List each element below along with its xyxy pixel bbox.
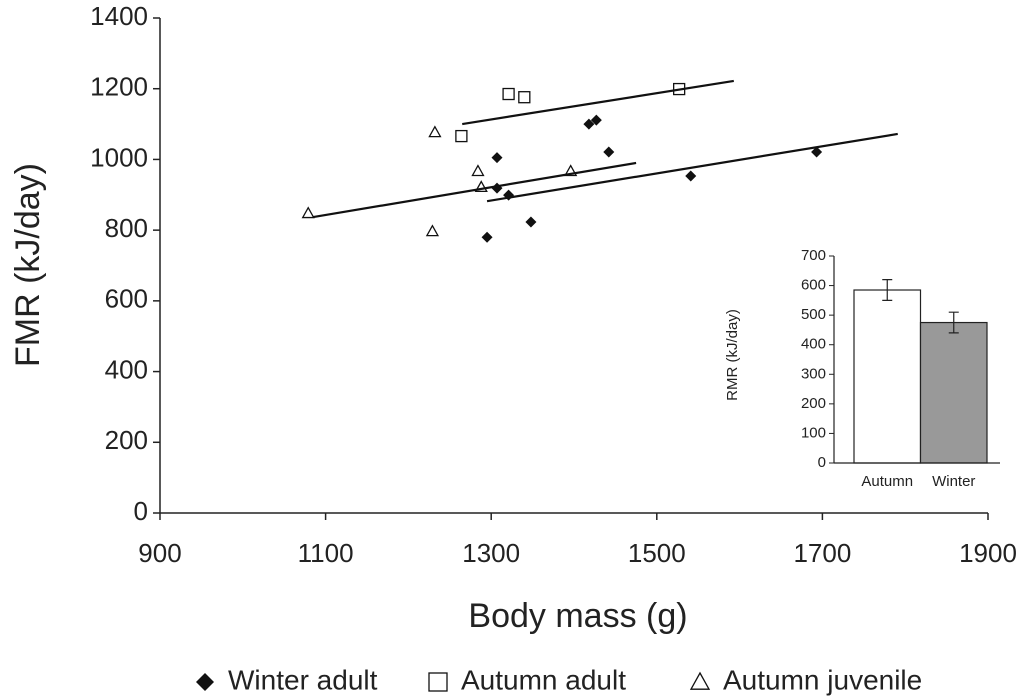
y-tick-label: 400 (105, 354, 148, 384)
marker-triangle (471, 164, 485, 177)
y-tick-label: 0 (818, 454, 826, 471)
y-tick-label: 400 (801, 336, 826, 353)
fit-line (312, 161, 637, 219)
y-tick-label: 300 (801, 365, 826, 382)
x-axis-label: Body mass (g) (468, 597, 687, 635)
y-tick-label: 500 (801, 306, 826, 323)
x-tick-label: 900 (138, 538, 181, 568)
marker-triangle (301, 206, 315, 219)
y-tick-label: 1000 (90, 142, 148, 172)
y-tick-label: 1200 (90, 72, 148, 102)
marker-diamond (481, 231, 493, 243)
marker-diamond (685, 170, 697, 182)
marker-square (518, 91, 531, 104)
y-tick-label: 200 (801, 395, 826, 412)
error-bar (882, 279, 893, 301)
marker-diamond (503, 189, 515, 201)
legend-label: Autumn adult (461, 664, 626, 695)
y-tick-label: 1400 (90, 1, 148, 31)
marker-triangle (474, 180, 488, 193)
y-axis-label: FMR (kJ/day) (9, 163, 47, 367)
error-bar (948, 311, 959, 334)
y-tick-label: 600 (801, 277, 826, 294)
fit-line (486, 132, 898, 203)
marker-triangle (428, 125, 442, 138)
marker-triangle (689, 671, 711, 690)
marker-diamond (196, 673, 214, 691)
x-tick-label: Autumn (861, 473, 913, 490)
marker-triangle (564, 164, 578, 177)
marker-diamond (811, 146, 823, 158)
y-tick-label: 800 (105, 213, 148, 243)
x-tick-label: Winter (932, 473, 975, 490)
x-tick-label: 1500 (628, 538, 686, 568)
x-tick-label: 1300 (462, 538, 520, 568)
bar (919, 321, 988, 464)
marker-diamond (603, 146, 615, 158)
marker-diamond (583, 118, 595, 130)
fit-line (462, 79, 734, 126)
inset-y-axis-label: RMR (kJ/day) (724, 309, 741, 401)
bar (853, 289, 922, 464)
marker-square (428, 672, 448, 692)
marker-square (455, 129, 468, 143)
marker-diamond (491, 152, 503, 164)
y-tick-label: 200 (105, 425, 148, 455)
x-tick-label: 1900 (959, 538, 1017, 568)
legend-label: Winter adult (228, 664, 378, 695)
marker-diamond (590, 114, 602, 126)
marker-square (502, 87, 515, 101)
marker-diamond (525, 216, 537, 228)
y-tick-label: 700 (801, 247, 826, 264)
legend-label: Autumn juvenile (723, 664, 922, 695)
marker-triangle (425, 224, 440, 237)
marker-diamond (491, 182, 503, 194)
y-tick-label: 100 (801, 424, 826, 441)
y-tick-label: 600 (105, 284, 148, 314)
x-tick-label: 1700 (793, 538, 851, 568)
x-tick-label: 1100 (298, 538, 354, 568)
y-tick-label: 0 (134, 496, 148, 526)
marker-square (673, 82, 686, 96)
